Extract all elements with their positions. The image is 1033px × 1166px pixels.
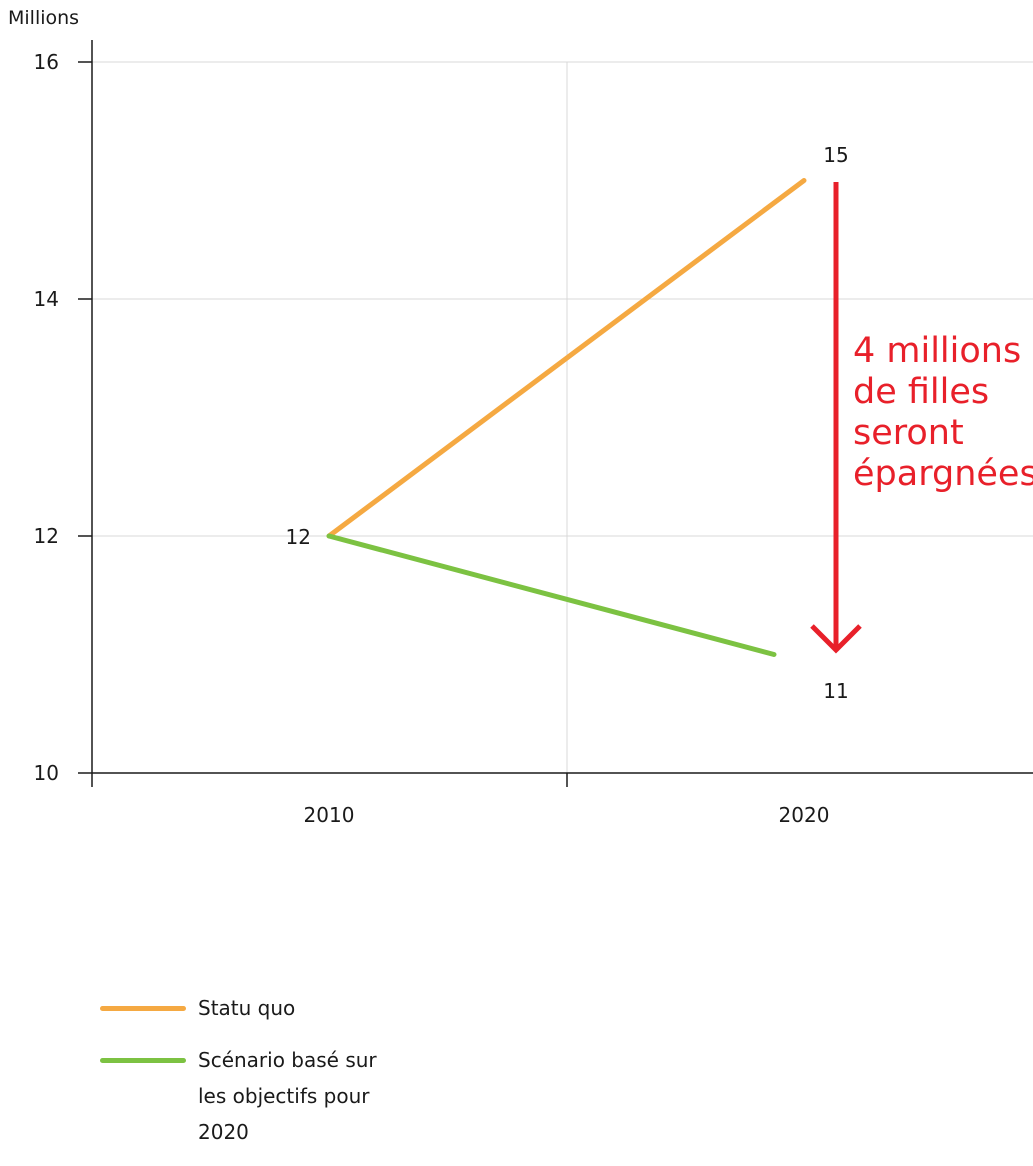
legend-swatch-scenario	[100, 1058, 186, 1063]
series-line-0	[326, 178, 807, 539]
legend: Statu quo Scénario basé sur les objectif…	[100, 990, 408, 1166]
series-line-1	[326, 533, 777, 657]
legend-label-statu-quo: Statu quo	[198, 996, 296, 1020]
data-label-statu-quo-end: 15	[823, 143, 848, 167]
y-tick-label: 12	[34, 524, 59, 548]
annotation: 4 millions de filles seront épargnées	[810, 182, 1033, 654]
legend-item-statu-quo: Statu quo	[100, 990, 408, 1026]
x-tick-label-2020: 2020	[779, 803, 830, 827]
data-label-scenario-end: 11	[823, 679, 848, 703]
legend-label-scenario: Scénario basé sur les objectifs pour 202…	[198, 1048, 377, 1144]
y-tick-label: 16	[34, 50, 59, 74]
legend-item-scenario: Scénario basé sur les objectifs pour 202…	[100, 1042, 408, 1150]
annotation-line: 4 millions	[853, 331, 1021, 371]
y-unit-label: Millions	[8, 7, 79, 29]
annotation-line: de filles	[853, 372, 989, 412]
arrow-head	[810, 624, 862, 654]
legend-swatch-statu-quo	[100, 1006, 186, 1011]
axes: 10 12 14 16 Millions 2010 2020	[8, 7, 1033, 827]
grid-lines	[92, 61, 1033, 773]
line-chart: 10 12 14 16 Millions 2010 2020 12 15 11 4 millio…	[8, 7, 1033, 827]
annotation-line: épargnées	[853, 454, 1033, 494]
series-lines	[326, 178, 807, 657]
data-label-start: 12	[286, 525, 311, 549]
annotation-text: 4 millions de filles seront épargnées	[853, 331, 1033, 494]
annotation-line: seront	[853, 413, 964, 453]
y-tick-label: 10	[34, 761, 59, 785]
x-tick-label-2010: 2010	[304, 803, 355, 827]
y-tick-label: 14	[34, 287, 59, 311]
data-labels: 12 15 11	[286, 143, 849, 703]
